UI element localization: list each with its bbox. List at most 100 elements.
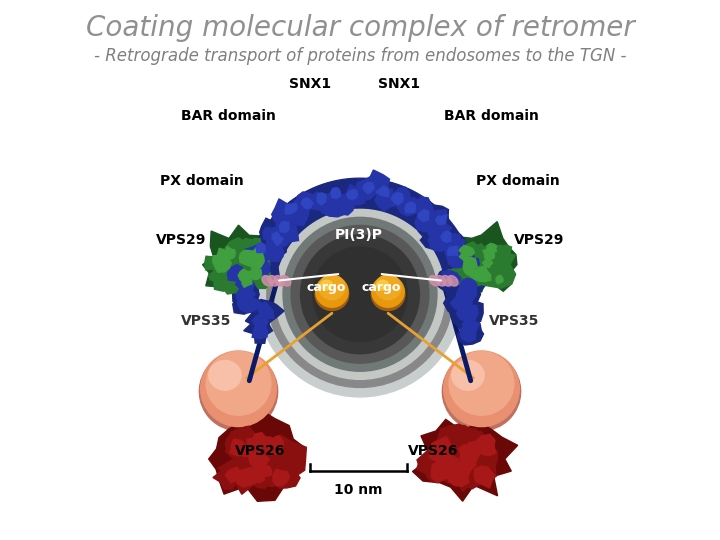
Polygon shape	[242, 275, 252, 287]
Polygon shape	[448, 458, 462, 469]
Polygon shape	[269, 436, 284, 447]
Ellipse shape	[262, 275, 272, 286]
Polygon shape	[213, 466, 242, 489]
Text: VPS29: VPS29	[514, 233, 564, 247]
Polygon shape	[231, 284, 259, 307]
Polygon shape	[301, 198, 312, 209]
Polygon shape	[452, 248, 462, 259]
Polygon shape	[230, 439, 247, 456]
Polygon shape	[297, 192, 315, 209]
Polygon shape	[468, 432, 487, 450]
Polygon shape	[465, 259, 480, 272]
Text: VPS35: VPS35	[181, 314, 231, 328]
Polygon shape	[233, 456, 252, 477]
Polygon shape	[278, 468, 296, 485]
Polygon shape	[242, 244, 264, 266]
Polygon shape	[233, 292, 266, 314]
Polygon shape	[347, 190, 358, 199]
Polygon shape	[442, 433, 460, 450]
Polygon shape	[322, 193, 346, 217]
Polygon shape	[209, 270, 222, 281]
Polygon shape	[444, 241, 464, 260]
Polygon shape	[216, 257, 225, 268]
Polygon shape	[459, 456, 472, 468]
Polygon shape	[457, 435, 479, 456]
Polygon shape	[219, 251, 230, 263]
Polygon shape	[209, 408, 305, 501]
Polygon shape	[487, 251, 503, 264]
Polygon shape	[233, 426, 259, 450]
Ellipse shape	[448, 275, 458, 286]
Ellipse shape	[267, 201, 453, 388]
Polygon shape	[256, 243, 265, 253]
Polygon shape	[249, 449, 269, 470]
Polygon shape	[492, 253, 510, 267]
Polygon shape	[464, 257, 477, 269]
Polygon shape	[427, 470, 441, 482]
Polygon shape	[391, 193, 403, 205]
Polygon shape	[214, 279, 228, 291]
Polygon shape	[436, 231, 465, 258]
Polygon shape	[445, 239, 465, 254]
Polygon shape	[237, 249, 251, 261]
Polygon shape	[229, 439, 255, 464]
Polygon shape	[472, 435, 496, 456]
Ellipse shape	[315, 278, 348, 310]
Polygon shape	[459, 246, 474, 260]
Polygon shape	[284, 198, 310, 225]
Polygon shape	[253, 262, 269, 277]
Polygon shape	[223, 261, 252, 284]
Polygon shape	[487, 244, 497, 253]
Polygon shape	[252, 326, 268, 339]
Ellipse shape	[291, 226, 429, 363]
Polygon shape	[447, 245, 479, 269]
Text: cargo: cargo	[306, 281, 346, 294]
Polygon shape	[449, 426, 471, 447]
Polygon shape	[459, 251, 477, 268]
Ellipse shape	[258, 192, 463, 397]
Polygon shape	[438, 234, 461, 251]
Polygon shape	[248, 435, 267, 453]
Polygon shape	[464, 264, 475, 274]
Polygon shape	[377, 186, 389, 197]
Polygon shape	[248, 253, 264, 269]
Polygon shape	[413, 420, 518, 501]
Polygon shape	[276, 224, 299, 242]
Polygon shape	[496, 275, 503, 284]
Ellipse shape	[280, 275, 291, 286]
Polygon shape	[420, 230, 451, 251]
Polygon shape	[247, 246, 266, 261]
Polygon shape	[418, 210, 428, 221]
Polygon shape	[271, 206, 299, 232]
Polygon shape	[459, 278, 477, 293]
Polygon shape	[264, 240, 284, 261]
Text: VPS26: VPS26	[235, 444, 285, 458]
Polygon shape	[438, 424, 471, 451]
Polygon shape	[417, 448, 444, 469]
Text: - Retrograde transport of proteins from endosomes to the TGN -: - Retrograde transport of proteins from …	[94, 47, 626, 65]
Polygon shape	[469, 266, 491, 281]
Polygon shape	[459, 246, 469, 255]
Polygon shape	[455, 259, 467, 270]
Polygon shape	[474, 244, 484, 254]
Polygon shape	[248, 300, 284, 326]
Polygon shape	[447, 246, 458, 256]
Polygon shape	[249, 267, 261, 279]
Text: VPS35: VPS35	[489, 314, 539, 328]
Polygon shape	[413, 197, 435, 217]
Polygon shape	[241, 447, 252, 457]
Polygon shape	[476, 272, 485, 281]
Polygon shape	[246, 309, 271, 332]
Ellipse shape	[283, 217, 437, 372]
Polygon shape	[483, 258, 495, 267]
Polygon shape	[436, 214, 447, 225]
Polygon shape	[417, 456, 443, 480]
Text: VPS26: VPS26	[408, 444, 458, 458]
Polygon shape	[457, 256, 482, 275]
Polygon shape	[217, 435, 306, 494]
Polygon shape	[375, 189, 397, 211]
Ellipse shape	[444, 351, 519, 427]
Polygon shape	[236, 240, 258, 260]
Polygon shape	[456, 460, 473, 477]
Polygon shape	[236, 287, 256, 303]
